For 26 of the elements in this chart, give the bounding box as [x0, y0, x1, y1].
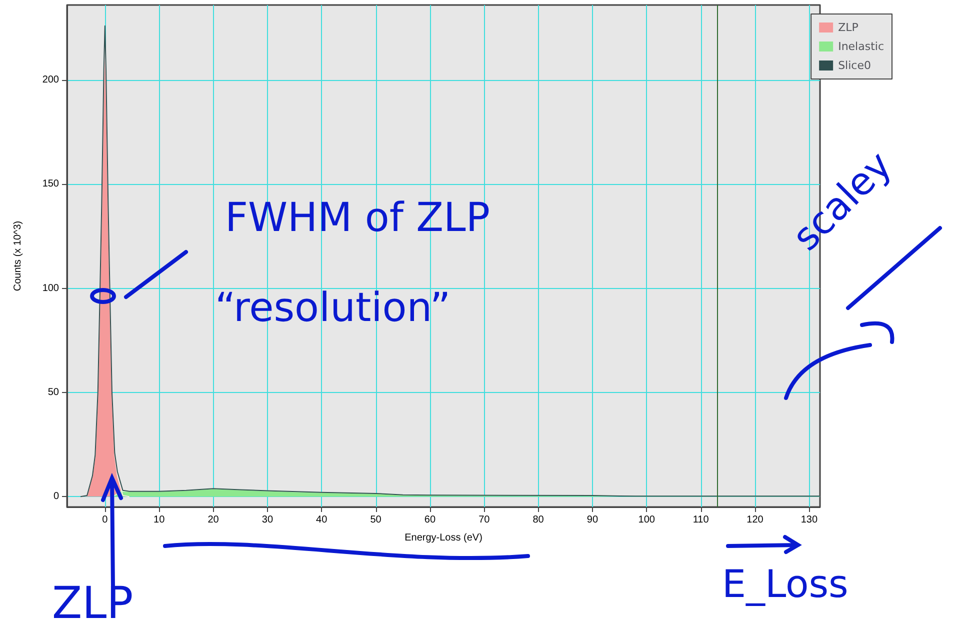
- x-axis-title: Energy-Loss (eV): [404, 532, 482, 544]
- x-tick-label: 130: [800, 514, 818, 526]
- x-tick-label: 80: [532, 514, 544, 526]
- y-axis-title: Counts (x 10^3): [12, 220, 24, 292]
- x-tick-label: 120: [746, 514, 764, 526]
- y-tick-label: 200: [42, 74, 60, 86]
- x-tick-label: 0: [102, 514, 108, 526]
- x-tick-label: 30: [262, 514, 274, 526]
- x-tick-label: 40: [316, 514, 328, 526]
- y-tick-label: 150: [42, 178, 60, 190]
- x-tick-label: 50: [370, 514, 382, 526]
- y-tick-label: 50: [48, 386, 60, 398]
- x-tick-label: 110: [692, 514, 710, 526]
- legend-label: ZLP: [838, 21, 859, 34]
- legend-label: Slice0: [838, 59, 871, 72]
- text: ZLP: [52, 578, 134, 629]
- x-tick-label: 60: [424, 514, 436, 526]
- y-tick-label: 0: [53, 491, 60, 502]
- y-tick-label: 100: [42, 282, 60, 294]
- text: E_Loss: [722, 562, 848, 606]
- x-tick-label: 20: [208, 514, 220, 526]
- x-tick-label: 100: [638, 514, 656, 526]
- x-tick-label: 90: [586, 514, 598, 526]
- legend-label: Inelastic: [838, 40, 884, 53]
- x-tick-label: 10: [154, 514, 166, 526]
- x-tick-label: 70: [478, 514, 490, 526]
